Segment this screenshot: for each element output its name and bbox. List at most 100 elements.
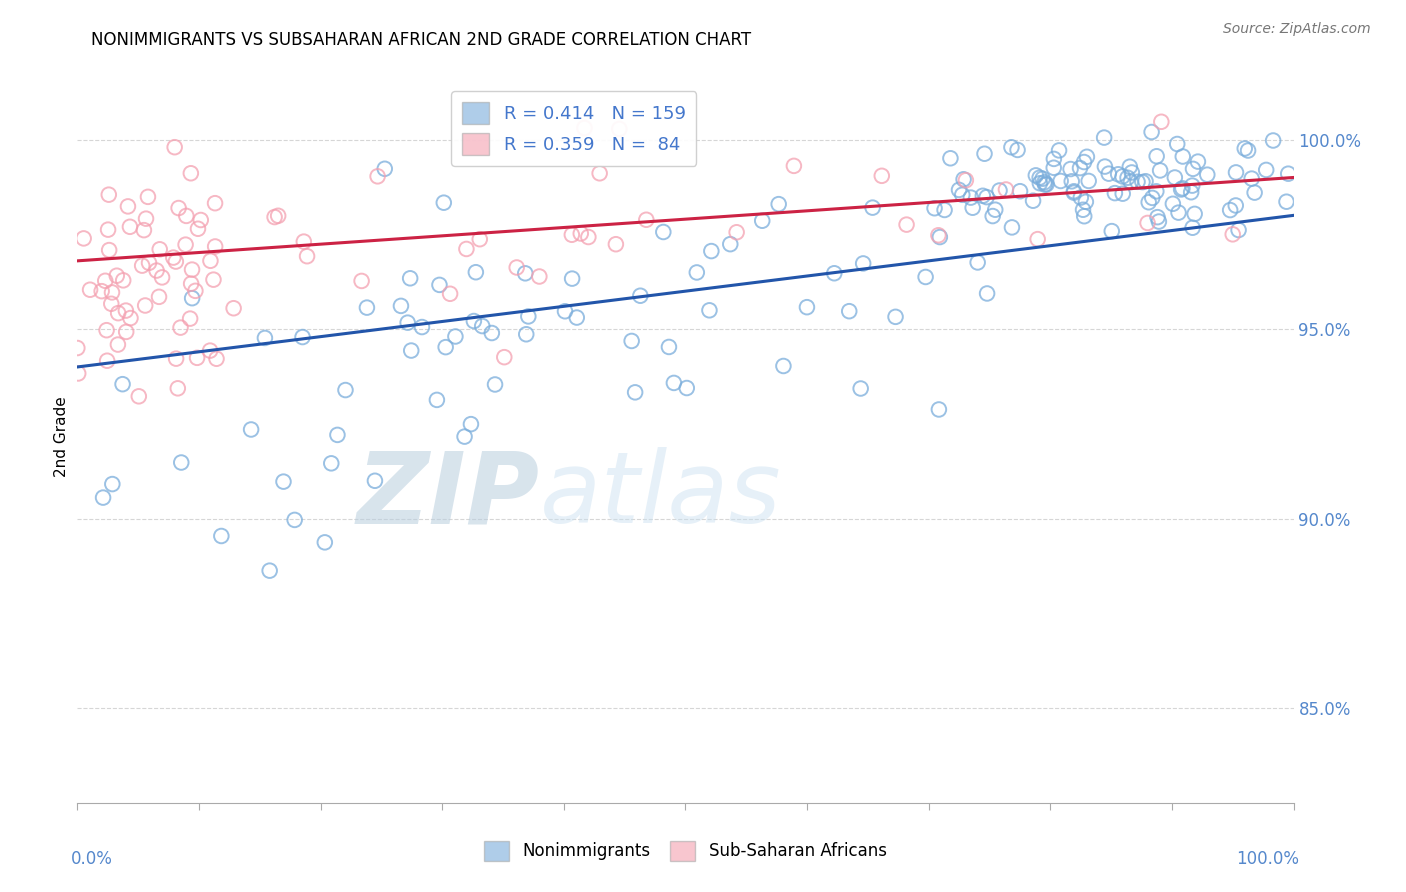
Point bbox=[1170, 182, 1192, 196]
Point bbox=[636, 212, 658, 227]
Point bbox=[1028, 170, 1050, 185]
Point bbox=[934, 202, 956, 217]
Point bbox=[1063, 184, 1085, 198]
Point bbox=[399, 271, 422, 285]
Point bbox=[517, 310, 540, 324]
Point bbox=[607, 122, 630, 136]
Point bbox=[169, 320, 191, 334]
Point bbox=[136, 190, 159, 204]
Point bbox=[253, 331, 276, 345]
Point bbox=[1181, 161, 1204, 176]
Point bbox=[1137, 195, 1160, 210]
Point bbox=[849, 382, 872, 396]
Point bbox=[426, 392, 449, 407]
Point bbox=[273, 475, 295, 489]
Point bbox=[1059, 162, 1081, 177]
Point bbox=[652, 225, 675, 239]
Point bbox=[96, 353, 118, 368]
Point bbox=[725, 225, 748, 239]
Point bbox=[105, 268, 128, 283]
Point bbox=[433, 195, 456, 210]
Point bbox=[1167, 205, 1189, 219]
Point bbox=[1150, 115, 1173, 129]
Point bbox=[1101, 224, 1123, 238]
Point bbox=[98, 243, 121, 257]
Point bbox=[1042, 161, 1064, 175]
Point bbox=[1077, 174, 1099, 188]
Point bbox=[569, 227, 592, 241]
Point bbox=[1164, 170, 1187, 185]
Text: 0.0%: 0.0% bbox=[72, 850, 112, 868]
Point bbox=[1225, 165, 1247, 179]
Point bbox=[179, 311, 201, 326]
Point bbox=[984, 202, 1007, 217]
Point bbox=[896, 218, 918, 232]
Point bbox=[1161, 196, 1184, 211]
Point bbox=[79, 283, 101, 297]
Point bbox=[187, 221, 209, 235]
Point bbox=[686, 265, 709, 279]
Point bbox=[481, 326, 503, 340]
Point bbox=[117, 199, 139, 213]
Point bbox=[115, 303, 138, 318]
Point bbox=[460, 417, 482, 431]
Point bbox=[1008, 184, 1031, 198]
Point bbox=[994, 182, 1017, 196]
Point bbox=[1022, 194, 1045, 208]
Point bbox=[204, 239, 226, 253]
Point bbox=[1104, 186, 1126, 200]
Point bbox=[181, 262, 204, 277]
Point bbox=[434, 340, 457, 354]
Point bbox=[588, 166, 610, 180]
Point bbox=[120, 311, 142, 326]
Point bbox=[1184, 207, 1206, 221]
Point bbox=[165, 254, 187, 268]
Point bbox=[97, 187, 120, 202]
Point bbox=[101, 477, 124, 491]
Point bbox=[1121, 165, 1143, 179]
Point bbox=[1043, 152, 1066, 166]
Point bbox=[1132, 175, 1154, 189]
Point bbox=[1069, 161, 1091, 175]
Point bbox=[1073, 155, 1095, 169]
Point bbox=[464, 265, 486, 279]
Point bbox=[1263, 134, 1285, 148]
Point bbox=[115, 325, 138, 339]
Point bbox=[914, 269, 936, 284]
Point bbox=[1033, 175, 1056, 189]
Point bbox=[198, 343, 221, 358]
Point bbox=[1032, 171, 1054, 186]
Point bbox=[1144, 184, 1167, 198]
Point bbox=[118, 219, 141, 234]
Point bbox=[180, 277, 202, 291]
Point bbox=[927, 228, 949, 243]
Point bbox=[167, 201, 190, 215]
Point bbox=[484, 377, 506, 392]
Text: 100.0%: 100.0% bbox=[1237, 850, 1299, 868]
Point bbox=[1000, 140, 1022, 154]
Point bbox=[186, 351, 208, 365]
Point bbox=[675, 381, 697, 395]
Point bbox=[1071, 202, 1094, 217]
Point bbox=[138, 256, 160, 270]
Point bbox=[1166, 136, 1188, 151]
Point bbox=[321, 456, 343, 470]
Point bbox=[399, 343, 422, 358]
Point bbox=[1197, 168, 1219, 182]
Text: Source: ZipAtlas.com: Source: ZipAtlas.com bbox=[1223, 22, 1371, 37]
Point bbox=[112, 273, 135, 287]
Point bbox=[981, 209, 1004, 223]
Point bbox=[444, 329, 467, 343]
Point bbox=[259, 564, 281, 578]
Point bbox=[955, 173, 977, 187]
Point bbox=[624, 385, 647, 400]
Point bbox=[1107, 167, 1129, 181]
Point bbox=[468, 232, 491, 246]
Point bbox=[768, 197, 790, 211]
Point bbox=[267, 209, 290, 223]
Point bbox=[515, 327, 537, 342]
Point bbox=[67, 367, 90, 381]
Point bbox=[335, 383, 357, 397]
Point bbox=[181, 291, 204, 305]
Point bbox=[662, 376, 685, 390]
